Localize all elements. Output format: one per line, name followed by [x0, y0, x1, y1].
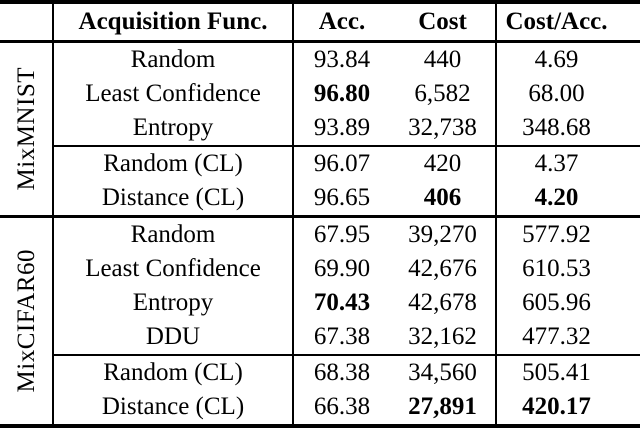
cell-acc: 68.38 [292, 354, 390, 390]
cell-cost: 32,738 [390, 110, 496, 147]
cell-acquisition-func: Least Confidence [52, 251, 293, 286]
cell-acc: 96.65 [292, 180, 390, 218]
cell-cost-acc: 4.20 [495, 180, 640, 218]
header-acc: Acc. [292, 2, 390, 43]
cell-acquisition-func: Random (CL) [52, 354, 293, 390]
cell-cost: 39,270 [408, 220, 477, 248]
cell-cost-acc: 505.41 [495, 354, 640, 390]
cell-cost-acc: 610.53 [495, 251, 640, 286]
group-label-cell: MixMNIST [0, 41, 53, 218]
cell-acc: 96.07 [292, 145, 390, 181]
table-row: Distance (CL) 66.38 27,891 420.17 [0, 389, 640, 426]
cell-acc: 70.43 [292, 285, 390, 320]
header-row: Acquisition Func. Acc. Cost Cost/Acc. [0, 2, 640, 43]
cell-acquisition-func: Random [52, 216, 293, 252]
cell-cost-acc: 605.96 [495, 285, 640, 320]
cell-cost: 42,678 [408, 288, 477, 316]
cell-cost: 6,582 [414, 79, 471, 107]
cell-acquisition-func: Distance (CL) [52, 389, 293, 426]
cell-acc: 96.80 [292, 76, 390, 111]
cell-acquisition-func: Entropy [52, 110, 293, 147]
cell-acquisition-func: Random [52, 41, 293, 77]
cell-cost: 440 [423, 45, 462, 73]
cell-acquisition-func: DDU [52, 319, 293, 356]
header-cost-acc: Cost/Acc. [495, 2, 640, 43]
table-row: MixCIFAR60 Random 67.95 39,270 577.92 [0, 216, 640, 392]
cell-cost: 34,560 [408, 358, 477, 386]
table-row: Least Confidence 96.80 6,582 68.00 [0, 76, 640, 111]
cell-cost-acc: 348.68 [495, 110, 640, 147]
header-cost: Cost [390, 2, 496, 43]
table-row: Distance (CL) 96.65 406 4.20 [0, 180, 640, 218]
cell-acquisition-func: Entropy [52, 285, 293, 320]
header-acquisition-func: Acquisition Func. [52, 2, 293, 43]
cell-cost: 32,162 [390, 319, 496, 356]
group-label-cell: MixCIFAR60 [0, 216, 53, 426]
cell-acc: 93.89 [292, 110, 390, 147]
table-body: MixMNIST Random 93.84 440 4.69 Least Confiden… [0, 41, 640, 426]
table-row: Entropy 70.43 42,678 605.96 [0, 285, 640, 320]
cell-acquisition-func: Distance (CL) [52, 180, 293, 218]
cell-cost-acc: 477.32 [495, 319, 640, 356]
cell-cost-acc: 4.69 [495, 41, 640, 77]
group-label: MixMNIST [12, 66, 40, 191]
cell-acc: 69.90 [292, 251, 390, 286]
table-row: DDU 67.38 32,162 477.32 [0, 319, 640, 356]
cell-cost-acc: 420.17 [495, 389, 640, 426]
table-row: Random (CL) 68.38 34,560 505.41 [0, 354, 640, 390]
table-row: Least Confidence 69.90 42,676 610.53 [0, 251, 640, 286]
corner-cell [0, 2, 53, 43]
group-label: MixCIFAR60 [12, 248, 40, 393]
table-row: Entropy 93.89 32,738 348.68 [0, 110, 640, 147]
cell-acc: 93.84 [292, 41, 390, 77]
cell-acquisition-func: Random (CL) [52, 145, 293, 181]
cell-cost-acc: 577.92 [495, 216, 640, 252]
table-row: MixMNIST Random 93.84 440 4.69 [0, 41, 640, 218]
cell-acc: 67.38 [292, 319, 390, 356]
cell-cost-acc: 4.37 [495, 145, 640, 181]
cell-acquisition-func: Least Confidence [52, 76, 293, 111]
cell-cost: 42,676 [408, 254, 477, 282]
cell-cost: 420 [423, 149, 462, 177]
cell-cost: 406 [390, 180, 496, 218]
cell-cost-acc: 68.00 [495, 76, 640, 111]
cell-acc: 67.95 [292, 216, 390, 252]
table-row: Random (CL) 96.07 420 4.37 [0, 145, 640, 181]
cell-cost: 27,891 [408, 392, 477, 420]
cell-acc: 66.38 [292, 389, 390, 426]
